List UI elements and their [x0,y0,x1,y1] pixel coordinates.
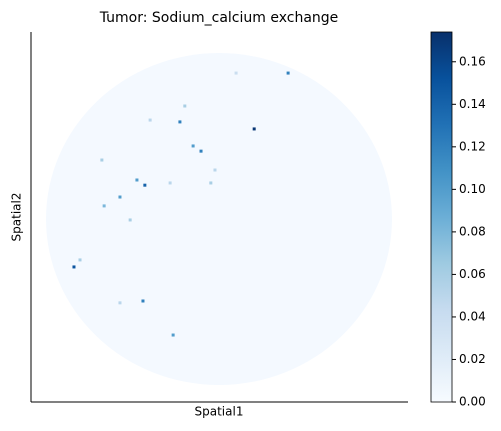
colorbar-tick-label: 0.04 [459,309,486,323]
spot [72,265,76,269]
spot [191,144,195,148]
chart-title: Tumor: Sodium_calcium exchange [99,10,339,26]
spot [141,299,145,303]
spot [128,218,132,222]
colorbar [430,31,453,403]
colorbar-tick-label: 0.00 [459,395,486,409]
spot [178,120,182,124]
spot [183,104,187,108]
colorbar-tick-label: 0.14 [459,97,486,111]
spot [286,71,290,75]
spot [252,127,256,131]
spot [100,158,104,162]
spot [213,168,217,172]
spot [171,333,175,337]
spot [102,204,106,208]
spot [199,149,203,153]
colorbar-tick-label: 0.02 [459,352,486,366]
tissue-spots [46,53,392,385]
spot [135,178,139,182]
spot [118,301,122,305]
colorbar-tick-label: 0.16 [459,54,486,68]
spot [143,183,147,187]
colorbar-tick-label: 0.10 [459,182,486,196]
spot [209,181,213,185]
colorbar-tick-label: 0.06 [459,267,486,281]
colorbar-tick-label: 0.08 [459,224,486,238]
spot [78,258,82,262]
spot [168,181,172,185]
colorbar-tick-label: 0.12 [459,139,486,153]
y-axis-label: Spatial2 [10,193,24,242]
spot [118,195,122,199]
spot [234,71,238,75]
spot [148,118,152,122]
x-axis-label: Spatial1 [195,405,244,419]
